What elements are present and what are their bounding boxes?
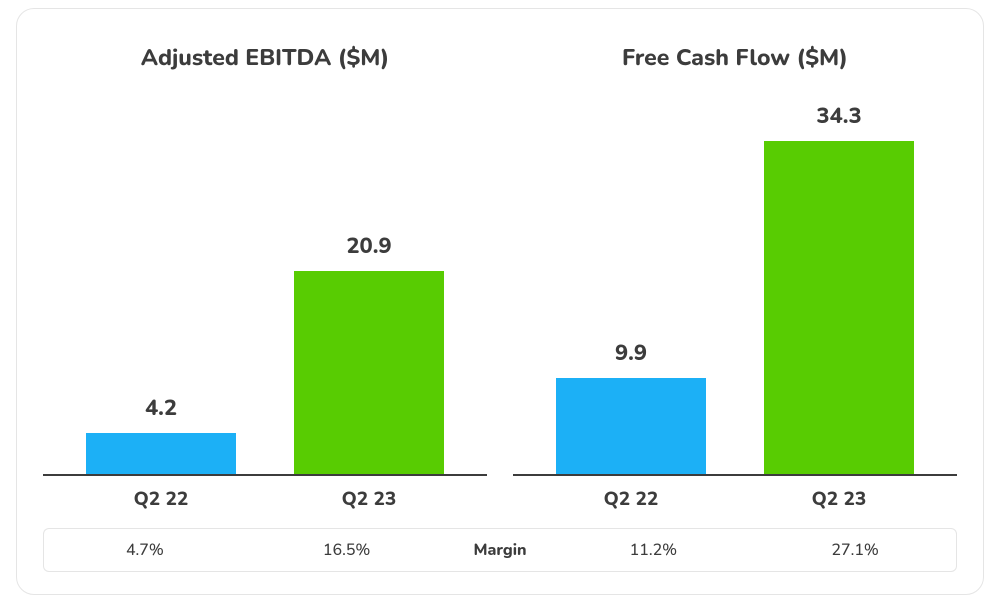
fcf-bar-q2-23-rect bbox=[764, 141, 914, 474]
fcf-bar-q2-22: 9.9 bbox=[556, 338, 706, 474]
fcf-chart-panel: Free Cash Flow ($M) 9.9 34.3 Q2 22 Q2 23 bbox=[513, 43, 957, 512]
ebitda-chart-title: Adjusted EBITDA ($M) bbox=[43, 43, 487, 74]
margin-left-1: 16.5% bbox=[246, 529, 448, 571]
ebitda-bar-q2-22-rect bbox=[86, 433, 236, 474]
canvas: Adjusted EBITDA ($M) 4.2 20.9 Q2 22 Q2 2… bbox=[0, 0, 1000, 603]
ebitda-chart-panel: Adjusted EBITDA ($M) 4.2 20.9 Q2 22 Q2 2… bbox=[43, 43, 487, 512]
fcf-bar-q2-23: 34.3 bbox=[764, 101, 914, 474]
ebitda-xlabel-0: Q2 22 bbox=[86, 486, 236, 512]
ebitda-bar-q2-23-value-label: 20.9 bbox=[346, 231, 391, 261]
margin-left-group: 4.7% 16.5% bbox=[43, 528, 447, 572]
margin-right-group: 11.2% 27.1% bbox=[553, 528, 957, 572]
ebitda-bar-q2-23: 20.9 bbox=[294, 231, 444, 474]
margin-row: 4.7% 16.5% Margin 11.2% 27.1% bbox=[43, 528, 957, 572]
ebitda-xlabel-1: Q2 23 bbox=[294, 486, 444, 512]
fcf-chart-title: Free Cash Flow ($M) bbox=[513, 43, 957, 74]
fcf-xlabel-1: Q2 23 bbox=[764, 486, 914, 512]
outer-frame: Adjusted EBITDA ($M) 4.2 20.9 Q2 22 Q2 2… bbox=[16, 8, 984, 595]
charts-row: Adjusted EBITDA ($M) 4.2 20.9 Q2 22 Q2 2… bbox=[43, 43, 957, 512]
ebitda-plot-area: 4.2 20.9 bbox=[43, 80, 487, 476]
ebitda-bar-q2-22: 4.2 bbox=[86, 393, 236, 474]
margin-right-1: 27.1% bbox=[754, 529, 956, 571]
margin-center-label: Margin bbox=[447, 528, 552, 572]
fcf-bar-q2-23-value-label: 34.3 bbox=[816, 101, 861, 131]
fcf-xlabel-0: Q2 22 bbox=[556, 486, 706, 512]
margin-left-0: 4.7% bbox=[44, 529, 246, 571]
ebitda-xlabels: Q2 22 Q2 23 bbox=[43, 476, 487, 512]
margin-right-0: 11.2% bbox=[553, 529, 755, 571]
fcf-plot-area: 9.9 34.3 bbox=[513, 80, 957, 476]
ebitda-bar-q2-22-value-label: 4.2 bbox=[145, 393, 177, 423]
ebitda-bar-q2-23-rect bbox=[294, 271, 444, 474]
fcf-xlabels: Q2 22 Q2 23 bbox=[513, 476, 957, 512]
fcf-bar-q2-22-rect bbox=[556, 378, 706, 474]
fcf-bar-q2-22-value-label: 9.9 bbox=[615, 338, 647, 368]
